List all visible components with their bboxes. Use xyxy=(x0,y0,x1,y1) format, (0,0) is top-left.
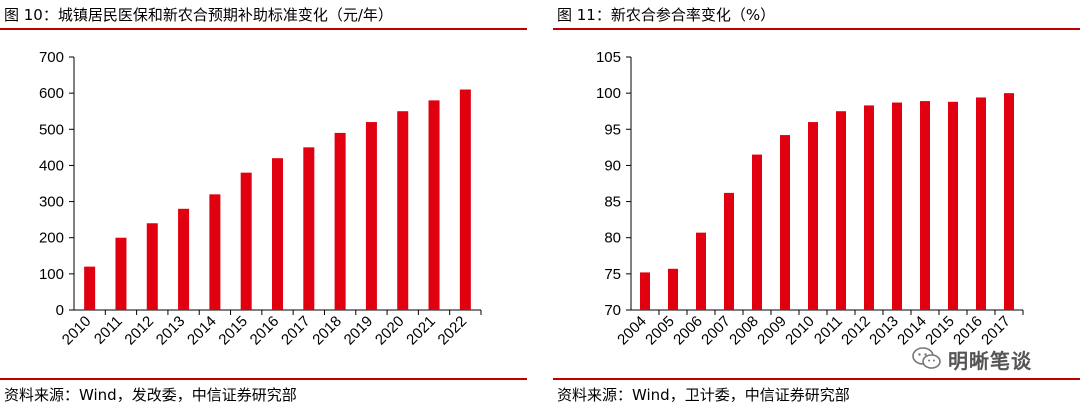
x-tick-label: 2010 xyxy=(782,313,818,349)
source-rule xyxy=(0,378,527,380)
x-tick-label: 2011 xyxy=(91,313,126,348)
bar xyxy=(780,135,790,310)
source-note: 资料来源：Wind，发改委，中信证券研究部 xyxy=(4,386,297,404)
x-tick-label: 2020 xyxy=(372,313,408,349)
bar xyxy=(836,111,846,310)
bar xyxy=(752,154,762,310)
y-tick-label: 90 xyxy=(604,157,621,174)
bar xyxy=(115,237,127,310)
bar xyxy=(303,147,315,310)
y-tick-label: 70 xyxy=(604,302,621,319)
x-tick-label: 2012 xyxy=(121,313,157,349)
bar xyxy=(724,192,734,310)
bar xyxy=(1004,93,1014,310)
y-tick-label: 85 xyxy=(604,194,621,211)
bar xyxy=(84,266,96,310)
title-rule xyxy=(0,28,527,30)
x-tick-label: 2012 xyxy=(838,313,874,349)
y-tick-label: 400 xyxy=(39,157,64,174)
bar xyxy=(272,158,283,310)
x-tick-label: 2005 xyxy=(642,313,678,349)
chart-title: 图 10：城镇居民医保和新农合预期补助标准变化（元/年） xyxy=(4,6,393,24)
chart-panel-right: 图 11：新农合参合率变化（%） 70 75 80 85 90 95 100 105 2004 2… xyxy=(553,0,1080,409)
watermark: 明晰笔谈 xyxy=(912,344,1032,374)
bar-chart-participation: 7075808590951001052004200520062007200820… xyxy=(596,49,1024,349)
x-tick-label: 2013 xyxy=(866,313,902,349)
y-tick-label: 200 xyxy=(39,230,64,247)
x-tick-label: 2010 xyxy=(59,313,95,349)
title-rule xyxy=(553,28,1080,30)
bar-chart-subsidy: 0100200300400500600700201020112012201320… xyxy=(39,49,482,349)
x-tick-label: 2014 xyxy=(184,313,220,349)
x-tick-label: 2011 xyxy=(811,313,846,348)
x-tick-label: 2019 xyxy=(341,313,377,349)
x-tick-label: 2021 xyxy=(403,313,439,349)
bar xyxy=(668,268,678,310)
y-tick-label: 300 xyxy=(39,194,64,211)
wechat-icon xyxy=(912,347,941,369)
x-tick-label: 2008 xyxy=(726,313,762,349)
y-tick-label: 105 xyxy=(596,49,621,66)
bar xyxy=(334,132,346,310)
y-tick-label: 95 xyxy=(604,121,621,138)
bar xyxy=(864,105,874,310)
bar xyxy=(948,101,958,311)
chart-title: 图 11：新农合参合率变化（%） xyxy=(557,6,776,24)
x-tick-label: 2006 xyxy=(670,313,706,349)
x-tick-label: 2007 xyxy=(698,313,734,349)
x-tick-label: 2015 xyxy=(215,313,251,349)
watermark-text: 明晰笔谈 xyxy=(948,348,1032,373)
bar xyxy=(240,172,252,310)
bar xyxy=(459,89,471,311)
x-tick-label: 2013 xyxy=(153,313,189,349)
source-rule xyxy=(553,378,1080,380)
bar xyxy=(146,223,158,310)
y-tick-label: 80 xyxy=(604,230,621,247)
bar xyxy=(178,208,190,310)
y-tick-label: 100 xyxy=(596,85,621,102)
y-tick-label: 75 xyxy=(604,266,621,283)
x-tick-label: 2022 xyxy=(435,313,471,349)
bar xyxy=(397,111,409,310)
bar xyxy=(976,97,986,310)
bar xyxy=(696,232,706,310)
bar xyxy=(428,100,440,310)
y-tick-label: 700 xyxy=(39,49,64,66)
bar xyxy=(640,272,650,310)
y-tick-label: 500 xyxy=(39,121,64,138)
bar xyxy=(920,101,930,310)
bar xyxy=(892,102,902,310)
x-tick-label: 2018 xyxy=(309,313,345,349)
bar xyxy=(365,122,377,310)
bar xyxy=(209,194,221,310)
source-note: 资料来源：Wind，卫计委，中信证券研究部 xyxy=(557,386,850,404)
bar xyxy=(808,122,818,310)
y-tick-label: 0 xyxy=(56,302,64,319)
x-tick-label: 2016 xyxy=(247,313,283,349)
x-tick-label: 2017 xyxy=(278,313,314,349)
y-tick-label: 100 xyxy=(39,266,64,283)
chart-panel-left: 图 10：城镇居民医保和新农合预期补助标准变化（元/年） 0 100 200 300 4… xyxy=(0,0,527,409)
y-tick-label: 600 xyxy=(39,85,64,102)
x-tick-label: 2009 xyxy=(754,313,790,349)
